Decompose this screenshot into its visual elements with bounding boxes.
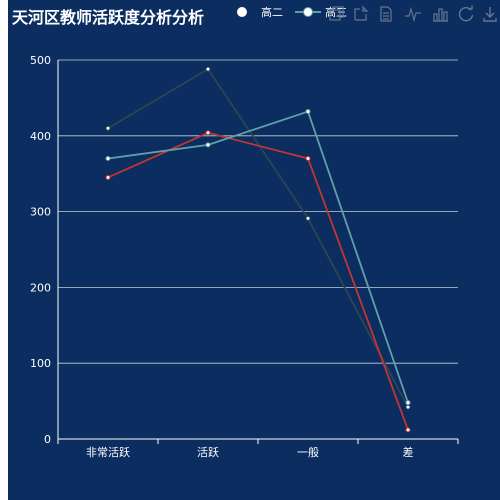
legend-marker-gaoer-icon — [237, 7, 247, 17]
data-point-2-3[interactable] — [405, 400, 411, 406]
data-point-2-1[interactable] — [205, 142, 211, 148]
y-tick-label: 400 — [30, 130, 51, 143]
series-lines — [107, 68, 409, 431]
series-points — [105, 66, 411, 433]
refresh-icon[interactable] — [456, 4, 476, 24]
chart-background — [8, 0, 500, 500]
x-tick-label: 非常活跃 — [86, 445, 130, 459]
data-point-1-0[interactable] — [105, 174, 111, 180]
data-point-0-1[interactable] — [205, 66, 211, 72]
data-point-2-0[interactable] — [105, 156, 111, 162]
y-tick-label: 500 — [30, 54, 51, 67]
chart-title: 天河区教师活跃度分析分析 — [12, 8, 205, 27]
data-point-1-2[interactable] — [305, 156, 311, 162]
y-tick-label: 100 — [30, 357, 51, 370]
data-point-1-1[interactable] — [205, 130, 211, 136]
axes: 0 100 200 300 400 500 非常活跃 活跃 一般 差 — [30, 54, 459, 459]
data-view-icon[interactable] — [351, 4, 371, 24]
save-image-icon[interactable] — [376, 4, 396, 24]
data-point-0-0[interactable] — [105, 125, 111, 131]
y-tick-label: 300 — [30, 206, 51, 219]
legend-item-gaoer[interactable]: 高二 — [232, 3, 292, 21]
line-chart-icon[interactable] — [403, 4, 423, 24]
toolbox — [326, 4, 498, 24]
x-tick-label: 一般 — [297, 446, 319, 459]
legend-marker-gaosan-icon — [295, 7, 321, 17]
y-tick-label: 200 — [30, 281, 51, 294]
data-point-1-3[interactable] — [405, 427, 411, 433]
x-tick-label: 活跃 — [197, 445, 219, 459]
data-point-0-3[interactable] — [405, 404, 411, 410]
series-line-2 — [107, 110, 409, 403]
grid-lines — [58, 59, 458, 364]
data-point-2-2[interactable] — [305, 109, 311, 115]
x-tick-label: 差 — [403, 445, 414, 459]
y-tick-label: 0 — [44, 433, 51, 446]
series-line-0 — [107, 68, 409, 408]
data-point-0-2[interactable] — [305, 215, 311, 221]
bar-chart-icon[interactable] — [430, 4, 450, 24]
download-icon[interactable] — [480, 4, 500, 24]
restore-icon[interactable] — [326, 4, 346, 24]
legend-label-gaoer: 高二 — [261, 6, 283, 19]
series-line-1 — [107, 131, 409, 431]
